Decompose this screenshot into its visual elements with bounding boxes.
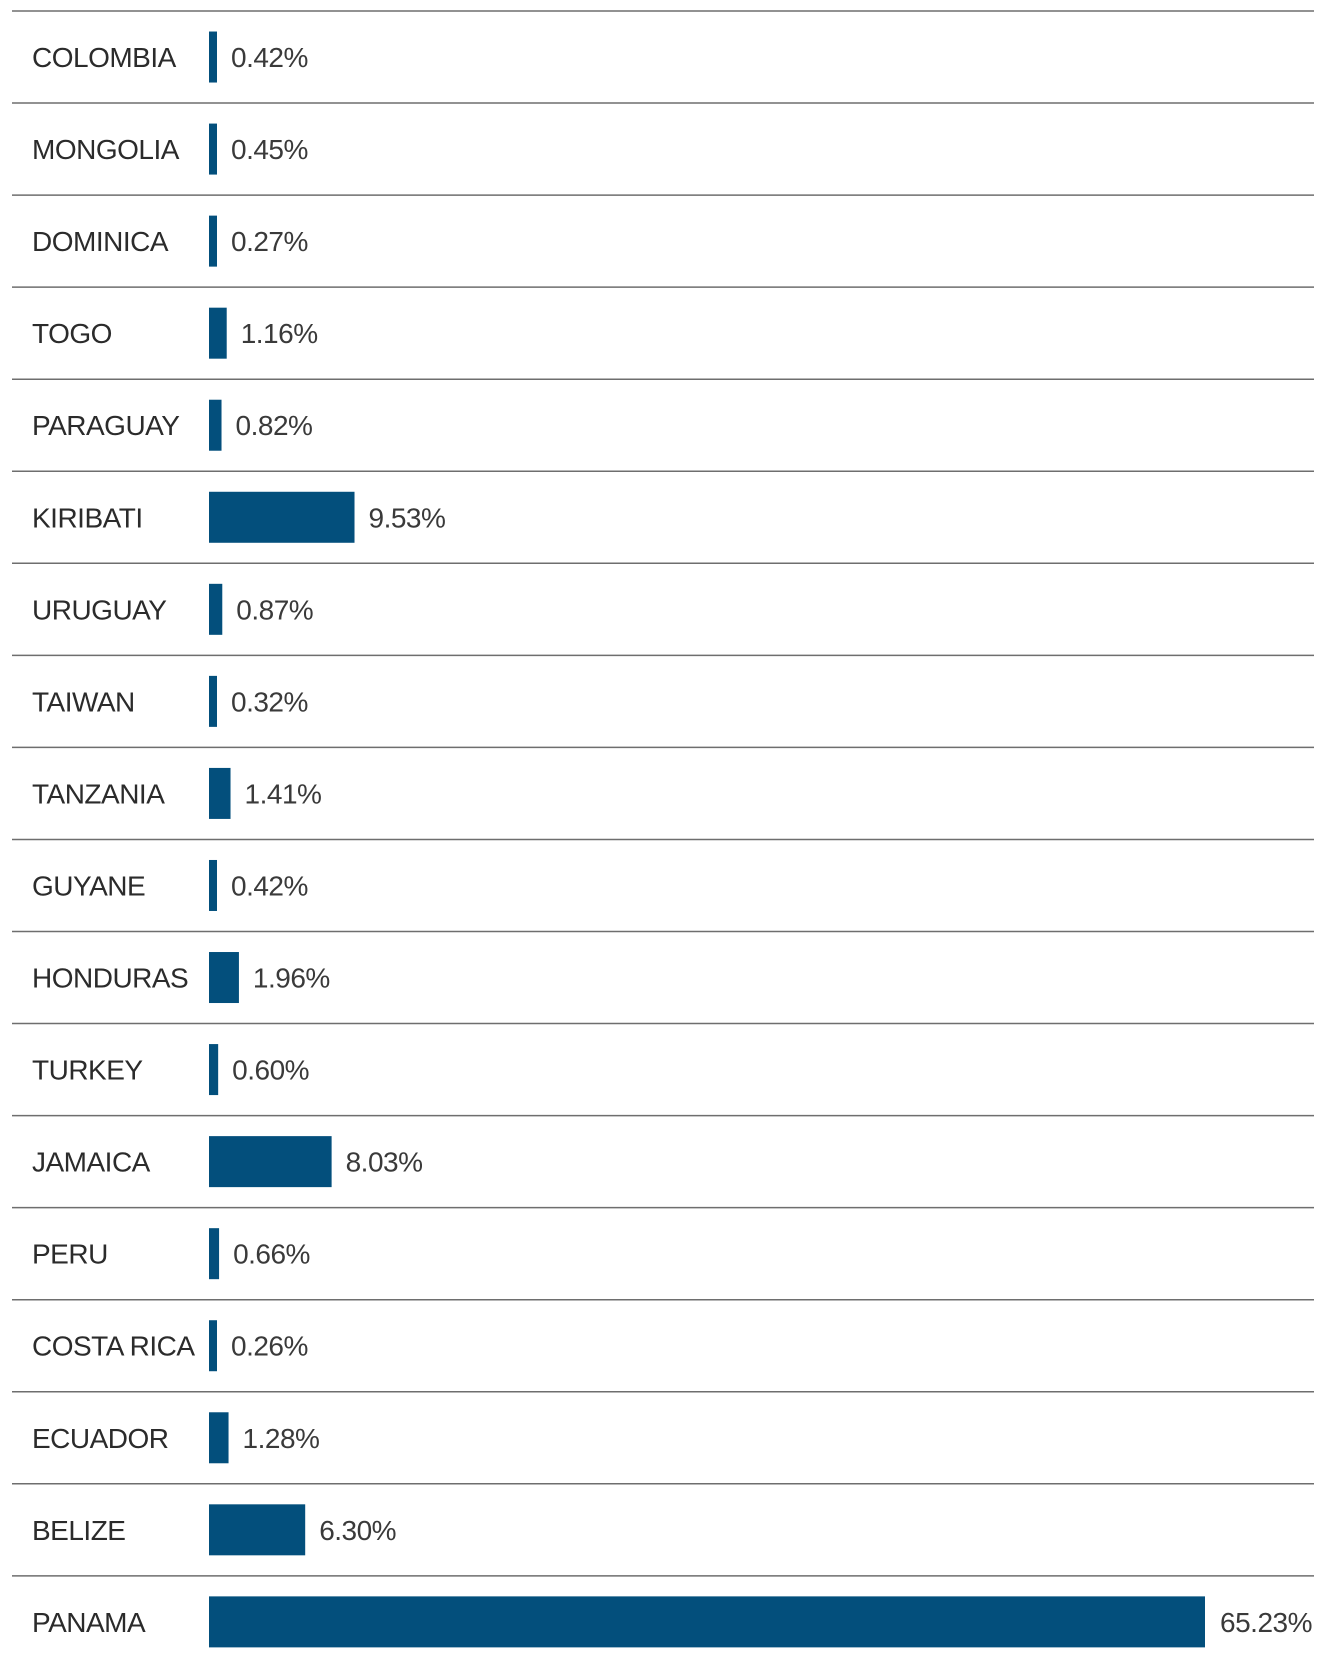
- data-label: 1.16%: [241, 318, 318, 349]
- bar: [209, 123, 217, 175]
- data-label: 0.32%: [231, 686, 308, 717]
- bar: [209, 583, 223, 635]
- category-label: COSTA RICA: [32, 1331, 195, 1362]
- bar: [209, 31, 217, 83]
- category-label: HONDURAS: [32, 963, 188, 994]
- bar: [209, 675, 217, 727]
- data-label: 0.60%: [232, 1055, 309, 1086]
- data-label: 65.23%: [1220, 1607, 1312, 1638]
- bar: [209, 1320, 217, 1372]
- bar: [209, 1136, 332, 1188]
- data-label: 1.28%: [243, 1423, 320, 1454]
- bar: [209, 1504, 306, 1556]
- data-label: 9.53%: [369, 502, 446, 533]
- category-label: TANZANIA: [32, 778, 165, 809]
- bar: [209, 399, 222, 451]
- category-label: JAMAICA: [32, 1147, 151, 1178]
- category-label: PERU: [32, 1239, 108, 1270]
- category-label: KIRIBATI: [32, 502, 143, 533]
- bar: [209, 952, 239, 1004]
- category-label: ECUADOR: [32, 1423, 169, 1454]
- data-label: 0.42%: [231, 42, 308, 73]
- category-label: TOGO: [32, 318, 112, 349]
- category-label: TURKEY: [32, 1055, 143, 1086]
- category-label: COLOMBIA: [32, 42, 177, 73]
- chart-rows: COLOMBIA 0.42% MONGOLIA 0.45% DOMINICA 0.27% T…: [12, 10, 1314, 1648]
- bar: [209, 307, 227, 359]
- category-label: BELIZE: [32, 1515, 125, 1546]
- data-label: 1.41%: [245, 778, 322, 809]
- bar: [209, 1412, 229, 1464]
- data-label: 0.26%: [231, 1331, 308, 1362]
- bar: [209, 491, 355, 543]
- category-label: PARAGUAY: [32, 410, 180, 441]
- bar: [209, 859, 217, 911]
- data-label: 8.03%: [346, 1147, 423, 1178]
- data-label: 0.87%: [236, 594, 313, 625]
- category-label: MONGOLIA: [32, 134, 180, 165]
- category-label: DOMINICA: [32, 226, 169, 257]
- data-label: 1.96%: [253, 963, 330, 994]
- data-label: 6.30%: [319, 1515, 396, 1546]
- bar: [209, 215, 217, 267]
- data-label: 0.45%: [231, 134, 308, 165]
- category-label: TAIWAN: [32, 686, 135, 717]
- data-label: 0.27%: [231, 226, 308, 257]
- category-label: URUGUAY: [32, 594, 167, 625]
- bar: [209, 767, 231, 819]
- category-label: PANAMA: [32, 1607, 146, 1638]
- data-label: 0.82%: [236, 410, 313, 441]
- data-label: 0.42%: [231, 870, 308, 901]
- bar: [209, 1228, 220, 1280]
- bar: [209, 1044, 219, 1096]
- category-label: GUYANE: [32, 870, 145, 901]
- data-label: 0.66%: [233, 1239, 310, 1270]
- bar: [209, 1596, 1205, 1648]
